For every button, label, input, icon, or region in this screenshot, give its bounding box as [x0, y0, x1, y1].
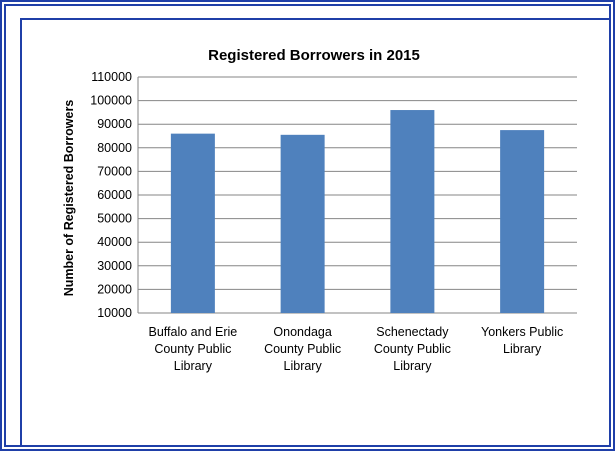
y-tick-label: 40000 — [97, 235, 132, 249]
x-category-labels: Buffalo and Erie County Public Library Onon… — [149, 325, 564, 373]
x-category-label: Onondaga County Public Library — [264, 325, 341, 373]
y-tick-label: 30000 — [97, 259, 132, 273]
y-tick-label: 70000 — [97, 164, 132, 178]
y-tick-label: 50000 — [97, 212, 132, 226]
y-tick-label: 90000 — [97, 117, 132, 131]
y-tick-label: 10000 — [97, 306, 132, 320]
x-category-label: Schenectady County Public Library — [374, 325, 451, 373]
y-tick-label: 20000 — [97, 282, 132, 296]
x-category-label: Buffalo and Erie County Public Library — [149, 325, 238, 373]
bars — [170, 110, 545, 313]
bar — [280, 134, 325, 313]
bar — [500, 130, 545, 313]
y-tick-label: 60000 — [97, 188, 132, 202]
y-tick-label: 110000 — [91, 70, 132, 84]
y-tick-label: 80000 — [97, 141, 132, 155]
y-axis-title: Number of Registered Borrowers — [62, 100, 76, 297]
x-category-label: Yonkers Public Library — [481, 325, 563, 356]
chart-title: Registered Borrowers in 2015 — [208, 47, 420, 64]
chart-inner-border — [20, 18, 611, 447]
y-tick-label: 100000 — [90, 94, 132, 108]
bar — [170, 133, 215, 313]
y-tick-labels: 10000 20000 30000 40000 50000 60000 70000 80000… — [90, 70, 132, 320]
bar — [390, 110, 435, 313]
